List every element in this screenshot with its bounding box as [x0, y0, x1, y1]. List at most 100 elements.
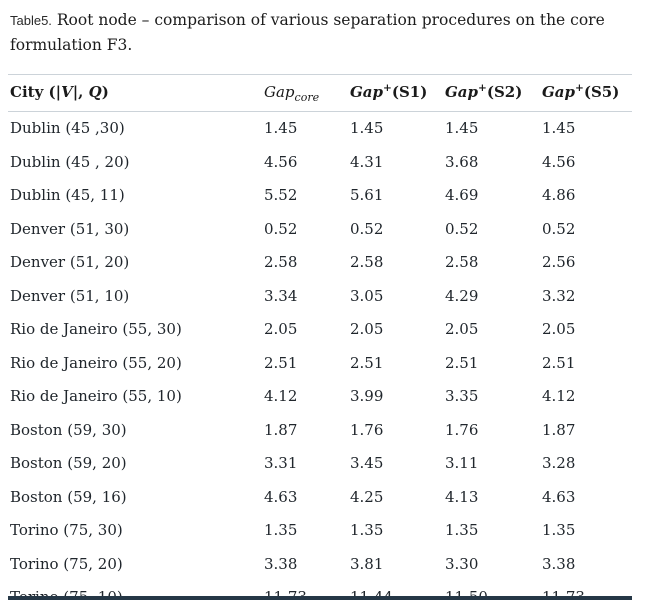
gap-s1-cell: 1.76: [350, 420, 384, 439]
gap-core-cell: 1.35: [264, 521, 298, 539]
gap-core-cell: 0.52: [264, 219, 298, 238]
table-row: Dublin (45 , 20) 4.56 4.31 3.68 4.56: [8, 146, 632, 180]
gap-s2-cell: 4.13: [445, 487, 479, 506]
results-table: City (|V|, Q) Gapcore Gap+(S1) Gap+(S2) …: [8, 74, 632, 600]
gap-s1-cell: 11.44: [350, 588, 393, 600]
city-cell: Rio de Janeiro (55, 30): [10, 320, 182, 338]
gap-s2-cell: 4.69: [445, 186, 479, 204]
table-bottom-rule: [8, 596, 632, 600]
city-cell: Dublin (45 ,30): [10, 119, 125, 137]
column-header-gap-s1: Gap+(S1): [350, 82, 428, 101]
gap-s2-cell: 2.58: [445, 253, 479, 271]
gap-core-cell: 2.05: [264, 320, 298, 338]
city-cell: Rio de Janeiro (55, 20): [10, 353, 182, 372]
table-row: Boston (59, 20) 3.31 3.45 3.11 3.28: [8, 447, 632, 481]
gap-s5-cell: 11.73: [542, 588, 585, 600]
table-row: Torino (75, 20) 3.38 3.81 3.30 3.38: [8, 548, 632, 582]
column-header-gap-core: Gapcore: [264, 83, 320, 104]
gap-s1-cell: 1.45: [350, 119, 384, 137]
city-cell: Denver (51, 20): [10, 253, 130, 271]
gap-core-cell: 1.87: [264, 420, 298, 439]
city-cell: Dublin (45 , 20): [10, 152, 130, 171]
gap-s5-cell: 4.56: [542, 152, 576, 171]
gap-s1-cell: 1.35: [350, 521, 384, 539]
table-row: Boston (59, 30) 1.87 1.76 1.76 1.87: [8, 414, 632, 448]
gap-s5-cell: 2.51: [542, 353, 576, 372]
gap-core-cell: 4.12: [264, 387, 298, 405]
gap-s1-cell: 2.58: [350, 253, 384, 271]
gap-s2-cell: 3.11: [445, 454, 479, 472]
caption-text: Root node – comparison of various separa…: [10, 11, 605, 54]
gap-s2-cell: 1.45: [445, 119, 479, 137]
gap-s2-cell: 3.68: [445, 152, 479, 171]
gap-s5-cell: 3.38: [542, 554, 576, 573]
column-header-gap-s5: Gap+(S5): [542, 82, 620, 101]
gap-s2-cell: 0.52: [445, 219, 479, 238]
city-cell: Boston (59, 16): [10, 487, 127, 506]
gap-s2-cell: 1.35: [445, 521, 479, 539]
gap-s1-cell: 3.05: [350, 286, 384, 305]
table-header: City (|V|, Q) Gapcore Gap+(S1) Gap+(S2) …: [8, 74, 632, 112]
gap-s5-cell: 1.45: [542, 119, 576, 137]
gap-s2-cell: 4.29: [445, 286, 479, 305]
gap-s5-cell: 0.52: [542, 219, 576, 238]
gap-s1-cell: 3.99: [350, 387, 384, 405]
gap-s1-cell: 3.81: [350, 554, 384, 573]
city-cell: Torino (75, 30): [10, 521, 123, 539]
gap-core-cell: 1.45: [264, 119, 298, 137]
table-row: Boston (59, 16) 4.63 4.25 4.13 4.63: [8, 481, 632, 515]
gap-s1-cell: 2.51: [350, 353, 384, 372]
gap-s5-cell: 3.28: [542, 454, 576, 472]
gap-s5-cell: 4.63: [542, 487, 576, 506]
gap-s1-cell: 3.45: [350, 454, 384, 472]
column-header-gap-s2: Gap+(S2): [445, 82, 523, 101]
gap-s1-cell: 0.52: [350, 219, 384, 238]
gap-s2-cell: 2.05: [445, 320, 479, 338]
gap-s5-cell: 1.87: [542, 420, 576, 439]
gap-s2-cell: 11.50: [445, 588, 488, 600]
gap-core-cell: 11.73: [264, 588, 307, 600]
gap-core-cell: 3.34: [264, 286, 298, 305]
table-row: Torino (75, 10) 11.73 11.44 11.50 11.73: [8, 581, 632, 600]
gap-s5-cell: 1.35: [542, 521, 576, 539]
gap-core-cell: 2.58: [264, 253, 298, 271]
gap-s2-cell: 3.35: [445, 387, 479, 405]
city-cell: Rio de Janeiro (55, 10): [10, 387, 182, 405]
table-row: Dublin (45 ,30) 1.45 1.45 1.45 1.45: [8, 112, 632, 146]
gap-s2-cell: 1.76: [445, 420, 479, 439]
table-row: Denver (51, 10) 3.34 3.05 4.29 3.32: [8, 280, 632, 314]
gap-core-cell: 3.38: [264, 554, 298, 573]
gap-s1-cell: 2.05: [350, 320, 384, 338]
gap-s5-cell: 4.86: [542, 186, 576, 204]
city-cell: Dublin (45, 11): [10, 186, 125, 204]
gap-s1-cell: 5.61: [350, 186, 384, 204]
gap-s2-cell: 3.30: [445, 554, 479, 573]
gap-core-cell: 5.52: [264, 186, 298, 204]
table-body: Dublin (45 ,30) 1.45 1.45 1.45 1.45 Dubl…: [8, 112, 632, 600]
table-caption: Table5. Root node – comparison of variou…: [10, 8, 632, 57]
gap-s5-cell: 3.32: [542, 286, 576, 305]
table-row: Torino (75, 30) 1.35 1.35 1.35 1.35: [8, 514, 632, 548]
gap-core-cell: 4.63: [264, 487, 298, 506]
table-row: Dublin (45, 11) 5.52 5.61 4.69 4.86: [8, 179, 632, 213]
table-number-label: Table5.: [10, 13, 52, 28]
gap-s2-cell: 2.51: [445, 353, 479, 372]
table-row: Rio de Janeiro (55, 10) 4.12 3.99 3.35 4…: [8, 380, 632, 414]
city-cell: Torino (75, 20): [10, 554, 123, 573]
table-row: Denver (51, 20) 2.58 2.58 2.58 2.56: [8, 246, 632, 280]
column-header-city: City (|V|, Q): [10, 83, 109, 101]
table-row: Rio de Janeiro (55, 30) 2.05 2.05 2.05 2…: [8, 313, 632, 347]
city-cell: Denver (51, 30): [10, 219, 130, 238]
gap-s1-cell: 4.31: [350, 152, 384, 171]
header-row: City (|V|, Q) Gapcore Gap+(S1) Gap+(S2) …: [8, 74, 632, 112]
gap-s1-cell: 4.25: [350, 487, 384, 506]
table-row: Rio de Janeiro (55, 20) 2.51 2.51 2.51 2…: [8, 347, 632, 381]
city-cell: Boston (59, 20): [10, 454, 127, 472]
city-cell: Torino (75, 10): [10, 588, 123, 600]
gap-s5-cell: 2.56: [542, 253, 576, 271]
city-cell: Denver (51, 10): [10, 286, 130, 305]
gap-s5-cell: 2.05: [542, 320, 576, 338]
table-row: Denver (51, 30) 0.52 0.52 0.52 0.52: [8, 213, 632, 247]
